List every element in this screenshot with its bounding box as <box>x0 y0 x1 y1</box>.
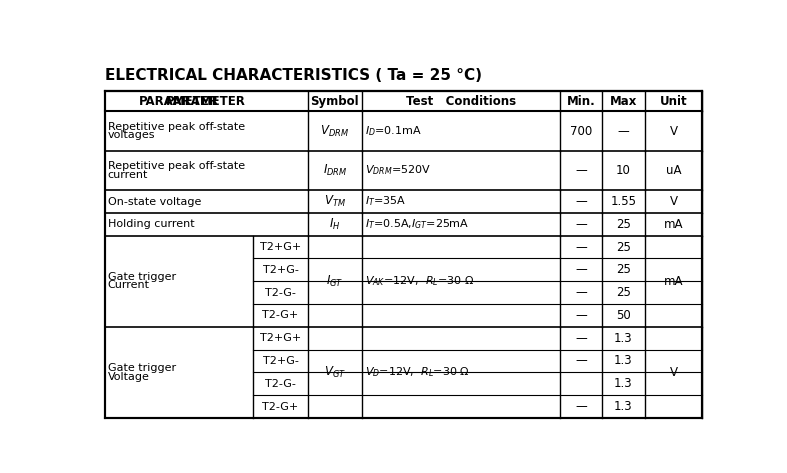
Text: $I_D$=0.1mA: $I_D$=0.1mA <box>365 124 422 138</box>
Text: 700: 700 <box>570 124 592 138</box>
Text: —: — <box>618 124 630 138</box>
Text: On-state voltage: On-state voltage <box>108 196 201 207</box>
Text: —: — <box>575 400 586 413</box>
Text: mA: mA <box>663 218 683 231</box>
Text: Voltage: Voltage <box>108 372 150 382</box>
Text: 25: 25 <box>616 263 631 276</box>
Text: $I_H$: $I_H$ <box>329 217 341 232</box>
Text: $V_{DRM}$: $V_{DRM}$ <box>320 123 349 139</box>
Text: —: — <box>575 354 586 368</box>
Bar <box>105 91 702 418</box>
Text: Symbol: Symbol <box>310 95 359 108</box>
Text: Test   Conditions: Test Conditions <box>405 95 515 108</box>
Text: T2+G-: T2+G- <box>263 356 298 366</box>
Text: —: — <box>575 195 586 208</box>
Text: PARAMETER: PARAMETER <box>139 95 219 108</box>
Text: T2+G+: T2+G+ <box>260 242 301 252</box>
Text: T2+G+: T2+G+ <box>260 333 301 343</box>
Text: 25: 25 <box>616 241 631 254</box>
Text: $V_{AK}$=12V,  $R_L$=30 Ω: $V_{AK}$=12V, $R_L$=30 Ω <box>365 274 475 288</box>
Text: $I_T$=0.5A,$I_{GT}$=25mA: $I_T$=0.5A,$I_{GT}$=25mA <box>365 218 469 231</box>
Text: —: — <box>575 241 586 254</box>
Text: V: V <box>670 124 678 138</box>
Text: Gate trigger: Gate trigger <box>108 363 176 373</box>
Text: T2-G+: T2-G+ <box>262 310 298 320</box>
Text: voltages: voltages <box>108 131 155 140</box>
Text: —: — <box>575 263 586 276</box>
Text: Gate trigger: Gate trigger <box>108 272 176 282</box>
Text: $I_{GT}$: $I_{GT}$ <box>326 274 343 289</box>
Text: mA: mA <box>663 275 683 288</box>
Text: $V_{DRM}$=520V: $V_{DRM}$=520V <box>365 164 431 177</box>
Text: —: — <box>575 218 586 231</box>
Text: 25: 25 <box>616 286 631 299</box>
Text: 1.3: 1.3 <box>614 332 633 345</box>
Text: $V_D$=12V,  $R_L$=30 Ω: $V_D$=12V, $R_L$=30 Ω <box>365 366 470 379</box>
Text: —: — <box>575 332 586 345</box>
Text: T2-G-: T2-G- <box>265 379 296 389</box>
Text: 50: 50 <box>616 309 631 322</box>
Text: Current: Current <box>108 280 150 290</box>
Text: Max: Max <box>610 95 637 108</box>
Text: 1.3: 1.3 <box>614 400 633 413</box>
Text: —: — <box>575 309 586 322</box>
Text: —: — <box>575 164 586 177</box>
Text: T2-G+: T2-G+ <box>262 402 298 412</box>
Text: $V_{GT}$: $V_{GT}$ <box>323 365 345 380</box>
Text: 1.3: 1.3 <box>614 354 633 368</box>
Text: 1.3: 1.3 <box>614 377 633 390</box>
Text: PARAMETER: PARAMETER <box>166 95 246 108</box>
Text: Unit: Unit <box>660 95 687 108</box>
Text: V: V <box>670 195 678 208</box>
Text: ELECTRICAL CHARACTERISTICS ( Ta = 25 °C): ELECTRICAL CHARACTERISTICS ( Ta = 25 °C) <box>105 68 482 83</box>
Text: —: — <box>575 286 586 299</box>
Text: Min.: Min. <box>567 95 595 108</box>
Text: 10: 10 <box>616 164 631 177</box>
Text: Holding current: Holding current <box>108 219 194 229</box>
Text: current: current <box>108 170 148 180</box>
Text: $V_{TM}$: $V_{TM}$ <box>323 194 345 209</box>
Text: uA: uA <box>666 164 682 177</box>
Text: Repetitive peak off-state: Repetitive peak off-state <box>108 122 245 132</box>
Text: Repetitive peak off-state: Repetitive peak off-state <box>108 161 245 171</box>
Text: T2-G-: T2-G- <box>265 288 296 298</box>
Text: $I_{DRM}$: $I_{DRM}$ <box>323 163 347 178</box>
Text: 1.55: 1.55 <box>611 195 637 208</box>
Text: $I_T$=35A: $I_T$=35A <box>365 194 406 209</box>
Text: T2+G-: T2+G- <box>263 265 298 275</box>
Text: V: V <box>670 366 678 379</box>
Text: 25: 25 <box>616 218 631 231</box>
